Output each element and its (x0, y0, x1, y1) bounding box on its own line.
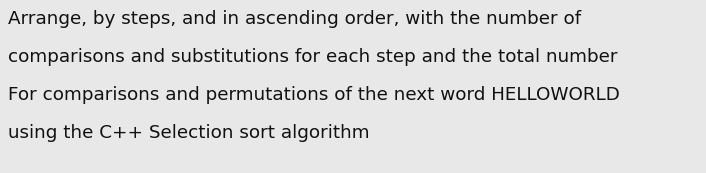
Text: comparisons and substitutions for each step and the total number: comparisons and substitutions for each s… (8, 48, 618, 66)
Text: For comparisons and permutations of the next word HELLOWORLD: For comparisons and permutations of the … (8, 86, 620, 104)
Text: Arrange, by steps, and in ascending order, with the number of: Arrange, by steps, and in ascending orde… (8, 10, 581, 28)
Text: using the C++ Selection sort algorithm: using the C++ Selection sort algorithm (8, 124, 370, 142)
